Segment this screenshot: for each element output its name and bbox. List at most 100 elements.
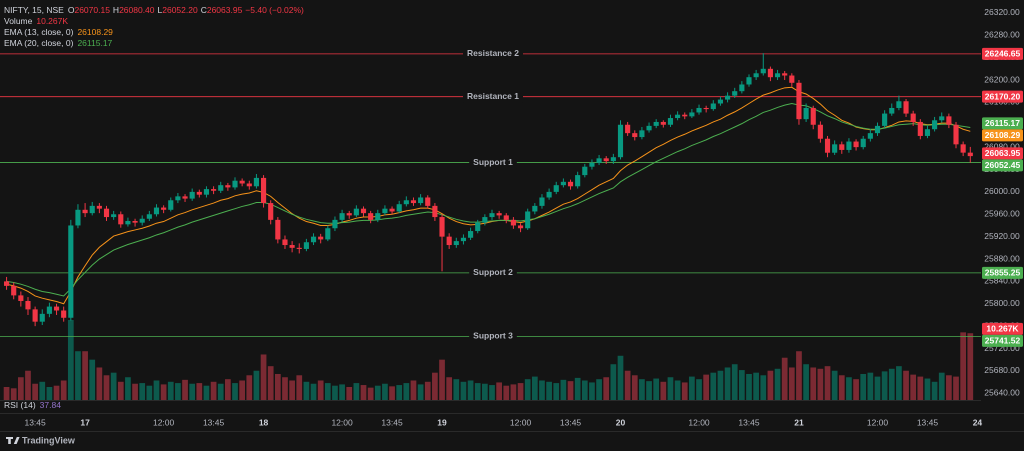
volume-bar bbox=[39, 381, 46, 400]
x-tick-label: 24 bbox=[973, 417, 983, 427]
candle-body bbox=[325, 228, 331, 240]
volume-bar bbox=[482, 383, 488, 400]
level-label: Resistance 2 bbox=[467, 48, 519, 58]
candle-body bbox=[696, 107, 702, 113]
volume-bar bbox=[946, 375, 952, 400]
volume-bar bbox=[924, 378, 931, 400]
candle-body bbox=[796, 82, 802, 120]
volume-bar bbox=[874, 376, 881, 400]
candle-body bbox=[653, 121, 659, 126]
candle-body bbox=[103, 208, 110, 218]
legend-item: 26063.95 bbox=[207, 5, 243, 15]
candle-body bbox=[346, 213, 352, 216]
volume-bar bbox=[10, 388, 17, 400]
volume-bar bbox=[117, 381, 124, 400]
brand-name[interactable]: TradingView bbox=[22, 435, 76, 445]
candle-body bbox=[946, 116, 952, 125]
level-label-bg bbox=[469, 266, 517, 279]
legend-item: 37.84 bbox=[40, 400, 62, 410]
volume-bar bbox=[539, 380, 545, 400]
candle-body bbox=[475, 222, 481, 232]
candle-body bbox=[32, 309, 38, 322]
volume-bar bbox=[417, 384, 424, 400]
volume-bar bbox=[503, 385, 510, 400]
price-tag-label: 26170.20 bbox=[985, 91, 1021, 101]
candle-body bbox=[625, 124, 631, 134]
candle-body bbox=[496, 213, 502, 216]
price-tag bbox=[982, 117, 1023, 130]
legend-item: 26115.17 bbox=[77, 38, 112, 48]
volume-bar bbox=[646, 381, 652, 400]
price-tag bbox=[982, 147, 1023, 160]
price-tag-label: 26108.29 bbox=[985, 130, 1021, 140]
volume-bar bbox=[760, 375, 767, 400]
price-tag-label: 25855.25 bbox=[985, 268, 1021, 278]
candle-body bbox=[767, 68, 773, 78]
candle-body bbox=[425, 197, 431, 206]
candle-body bbox=[225, 185, 231, 188]
volume-bar bbox=[453, 379, 460, 400]
volume-bar bbox=[60, 380, 67, 400]
volume-bar bbox=[681, 382, 688, 400]
volume-bar bbox=[96, 367, 103, 400]
volume-bar bbox=[524, 379, 531, 400]
volume-bar bbox=[232, 383, 238, 400]
logo-mark[interactable] bbox=[6, 437, 20, 444]
candle-body bbox=[253, 177, 259, 187]
volume-bar bbox=[860, 373, 867, 400]
x-tick-label: 20 bbox=[616, 417, 626, 427]
volume-bar bbox=[246, 375, 253, 400]
legend-item: Volume bbox=[4, 16, 33, 26]
x-tick-label: 19 bbox=[437, 417, 447, 427]
level-label: Support 1 bbox=[473, 157, 513, 167]
volume-bar bbox=[132, 383, 138, 400]
candle-body bbox=[675, 114, 681, 119]
price-tag bbox=[982, 90, 1023, 103]
candle-body bbox=[782, 73, 788, 76]
volume-bar bbox=[446, 377, 453, 400]
candle-body bbox=[939, 116, 945, 121]
volume-bar bbox=[517, 383, 524, 400]
volume-bar bbox=[353, 383, 360, 400]
candle-body bbox=[96, 205, 102, 209]
candle-body bbox=[318, 236, 324, 240]
volume-bar bbox=[838, 375, 845, 400]
price-tag-label: 26063.95 bbox=[985, 148, 1021, 158]
volume-bar bbox=[531, 376, 538, 400]
candle-body bbox=[882, 113, 888, 126]
candle-body bbox=[111, 214, 117, 218]
volume-bar bbox=[960, 332, 967, 400]
candle-body bbox=[503, 215, 509, 220]
brand-logo[interactable]: TradingView bbox=[6, 435, 76, 445]
volume-bar bbox=[253, 370, 260, 400]
candle-body bbox=[275, 219, 281, 240]
volume-bar bbox=[610, 364, 617, 400]
candle-body bbox=[282, 239, 288, 246]
y-tick-label: 25840.00 bbox=[984, 276, 1020, 286]
legend-item: 26080.40 bbox=[119, 5, 155, 15]
candle-body bbox=[846, 141, 852, 150]
legend-item: O bbox=[68, 5, 75, 15]
candle-body bbox=[774, 73, 781, 78]
candle-body bbox=[360, 208, 367, 214]
y-tick-label: 25960.00 bbox=[984, 209, 1020, 219]
volume-bar bbox=[260, 354, 267, 400]
candle-body bbox=[660, 121, 666, 125]
candle-body bbox=[460, 237, 467, 242]
candle-body bbox=[710, 103, 716, 110]
legend-row: RSI (14) 37.84 bbox=[4, 400, 61, 410]
x-tick-label: 12:00 bbox=[153, 417, 175, 427]
candle-body bbox=[889, 107, 895, 114]
candle-body bbox=[839, 144, 845, 150]
candle-body bbox=[967, 152, 973, 157]
volume-bar bbox=[396, 385, 403, 400]
candle-body bbox=[125, 220, 131, 225]
legend-item: H bbox=[113, 5, 119, 15]
volume-bar bbox=[210, 381, 217, 400]
legend-item: EMA (20, close, 0) bbox=[4, 38, 74, 48]
volume-bar bbox=[510, 384, 517, 400]
volume-bar bbox=[410, 380, 417, 400]
candle-body bbox=[517, 225, 524, 229]
volume-bar bbox=[546, 381, 552, 400]
volume-bar bbox=[810, 367, 817, 400]
